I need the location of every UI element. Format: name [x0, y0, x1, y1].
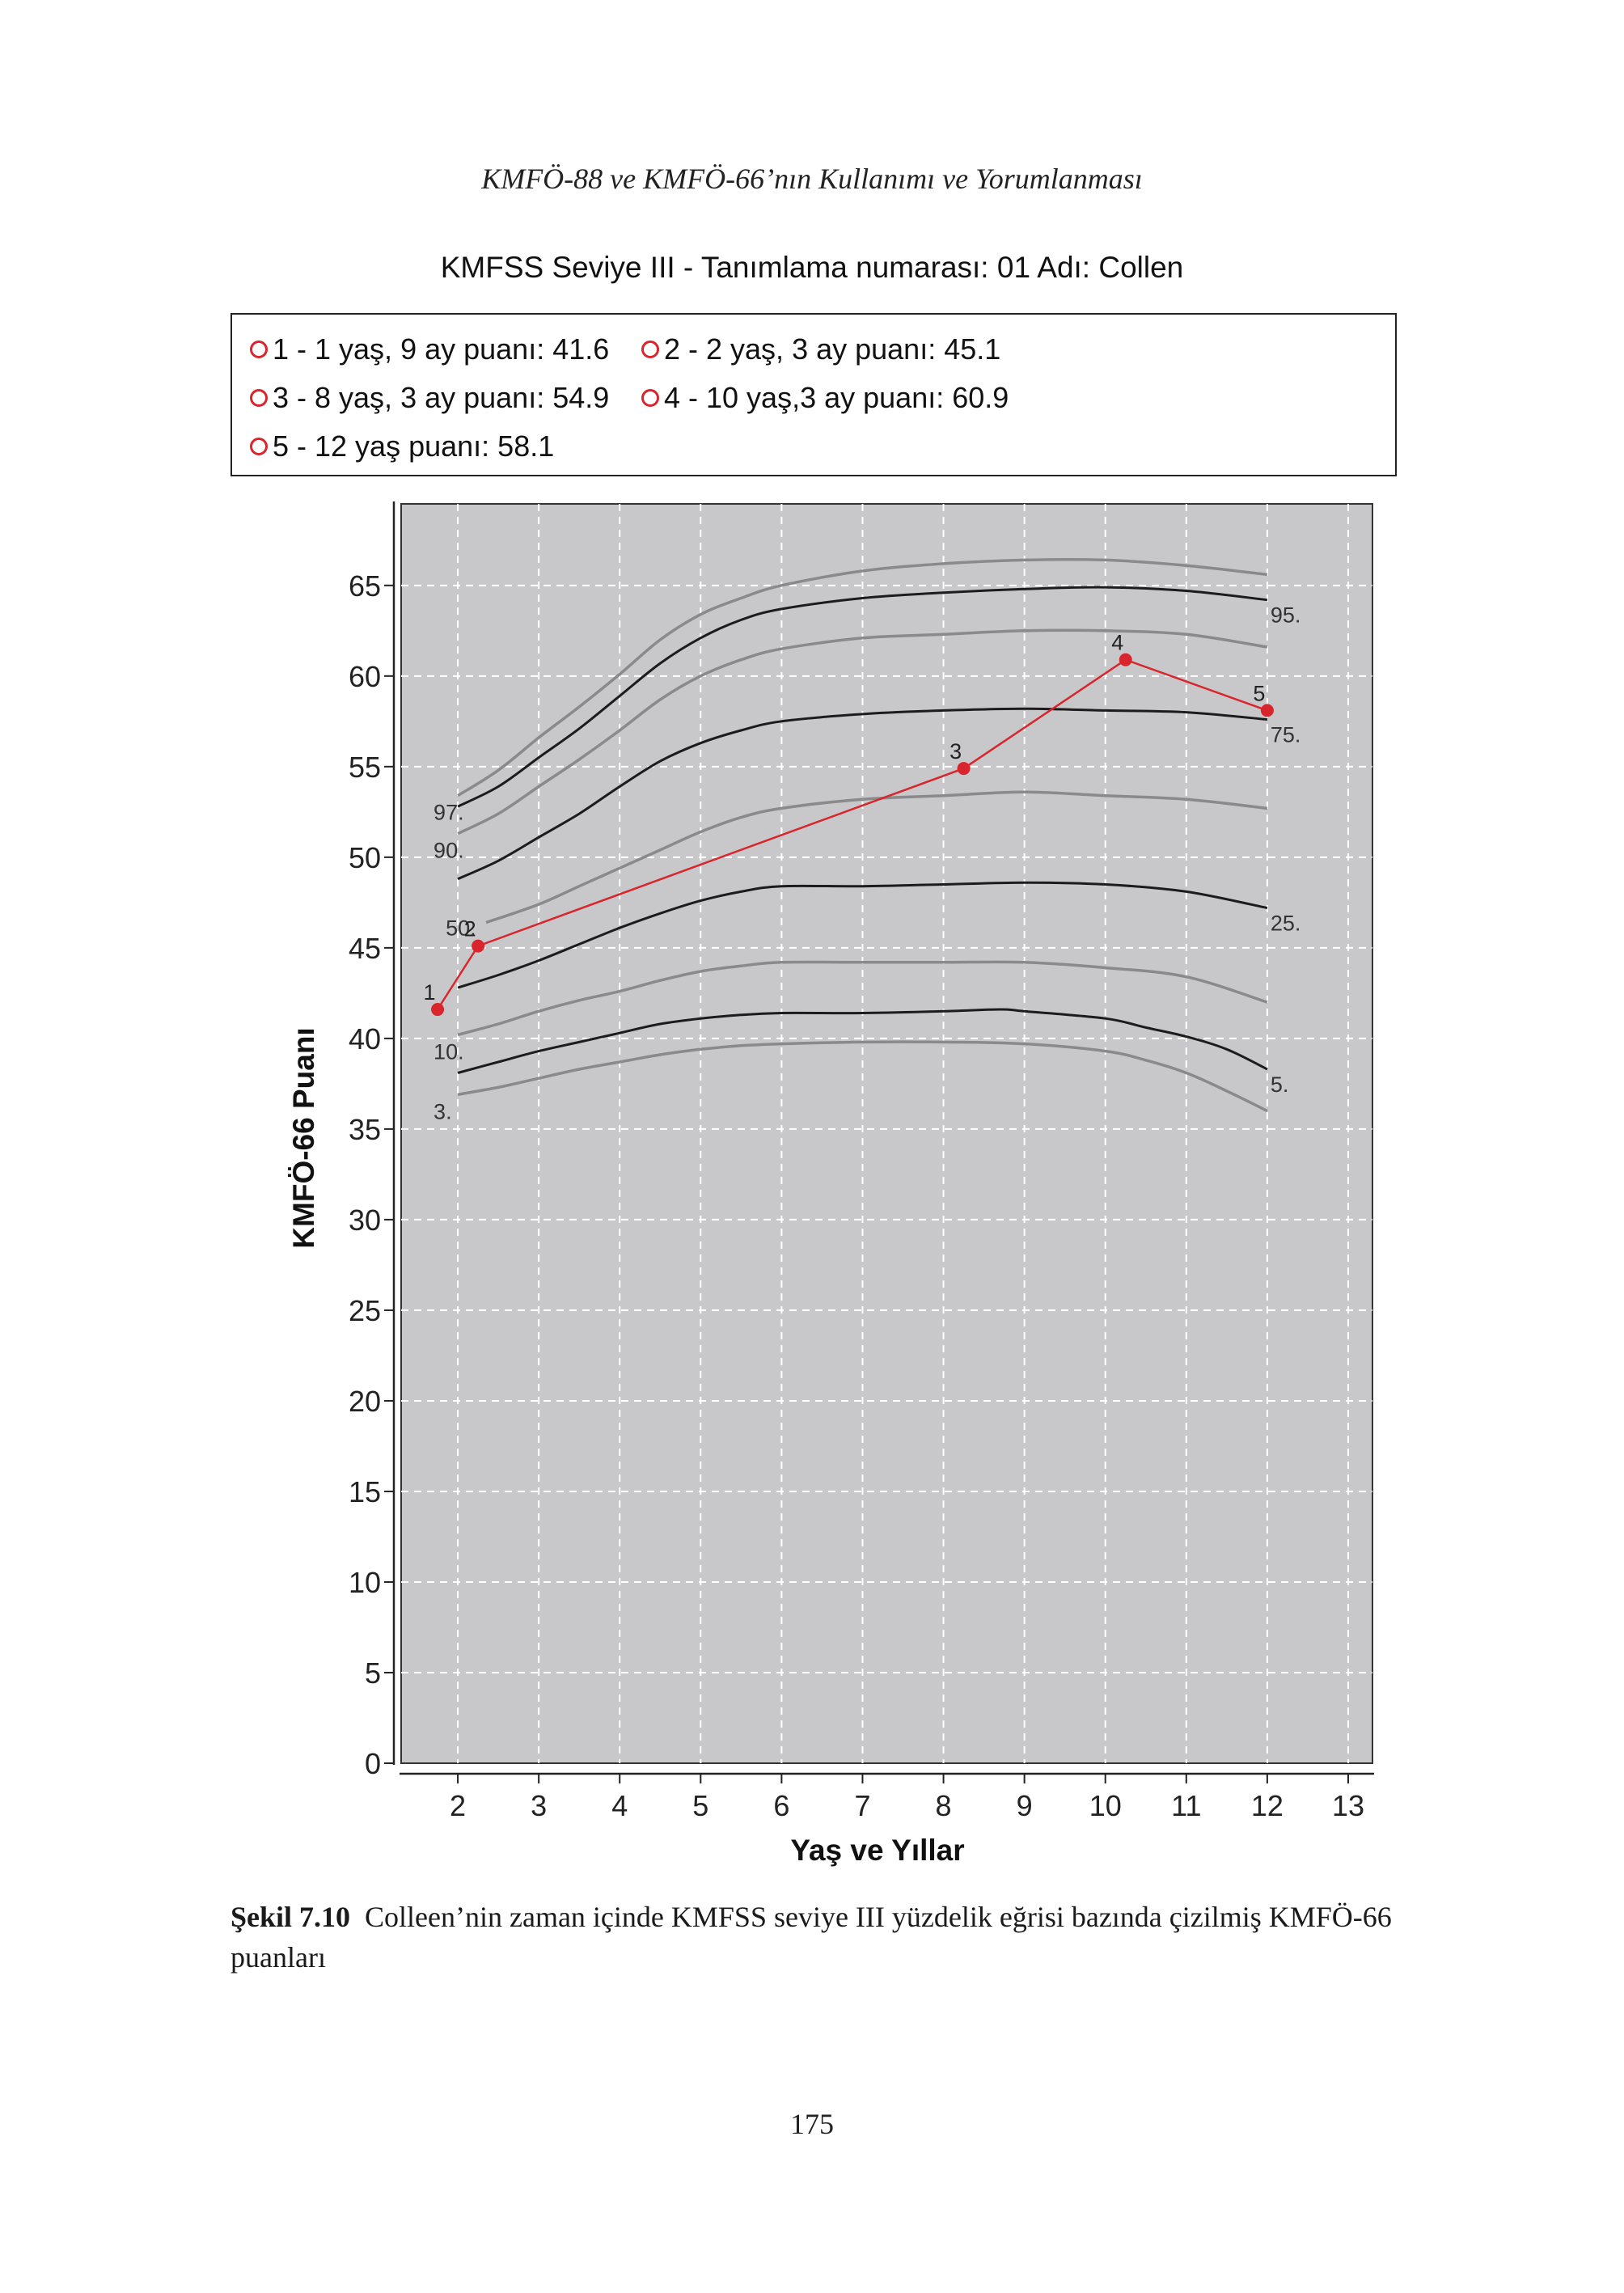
percentile-label: 25. [1271, 912, 1301, 936]
x-tick-label: 3 [531, 1789, 547, 1822]
x-tick-label: 10 [1089, 1789, 1122, 1822]
x-tick-label: 4 [611, 1789, 628, 1822]
legend: 1 - 1 yaş, 9 ay puanı: 41.6 2 - 2 yaş, 3… [230, 313, 1397, 476]
patient-point-label: 2 [464, 917, 476, 941]
legend-circle-icon [250, 341, 268, 358]
patient-point-label: 3 [949, 739, 962, 764]
x-tick-label: 6 [773, 1789, 789, 1822]
percentile-curve [457, 1040, 1268, 1113]
percentile-label: 95. [1271, 603, 1301, 628]
y-tick-label: 25 [349, 1294, 381, 1327]
x-tick-label: 9 [1017, 1789, 1033, 1822]
percentile-curve [457, 707, 1268, 881]
patient-point [1260, 704, 1274, 717]
y-tick-label: 10 [349, 1566, 381, 1599]
percentile-label: 5. [1271, 1072, 1289, 1097]
percentile-label: 90. [433, 839, 464, 863]
patient-point [472, 939, 485, 953]
patient-series: 1 2 3 4 5 [424, 631, 1274, 1017]
percentile-curve [457, 960, 1268, 1037]
y-tick-label: 15 [349, 1475, 381, 1508]
percentile-curve [457, 586, 1268, 808]
chart-title: KMFSS Seviye III - Tanımlama numarası: 0… [440, 251, 1184, 284]
percentile-curve [457, 1008, 1268, 1074]
patient-point-label: 5 [1253, 681, 1265, 705]
percentile-label: 10. [433, 1039, 464, 1064]
y-tick-label: 5 [365, 1656, 381, 1690]
percentile-curve [457, 557, 1268, 797]
y-tick-label: 60 [349, 660, 381, 693]
legend-item-label: 2 - 2 yaş, 3 ay puanı: 45.1 [664, 332, 1001, 366]
caption-label: Şekil 7.10 [230, 1901, 351, 1933]
legend-item-label: 5 - 12 yaş puanı: 58.1 [273, 429, 555, 463]
legend-circle-icon [641, 389, 659, 407]
caption-text: Colleen’nin zaman içinde KMFSS seviye II… [230, 1901, 1392, 1974]
y-axis-title: KMFÖ-66 Puanı [287, 1027, 320, 1248]
x-tick-label: 5 [692, 1789, 708, 1822]
x-tick-label: 2 [450, 1789, 466, 1822]
percentile-label: 50. [446, 916, 476, 941]
y-tick-label: 40 [349, 1022, 381, 1056]
running-head: KMFÖ-88 ve KMFÖ-66’nın Kullanımı ve Yoru… [481, 163, 1143, 195]
legend-circle-icon [641, 341, 659, 358]
y-tick-label: 45 [349, 932, 381, 965]
percentile-curve [457, 881, 1268, 989]
x-tick-label: 11 [1171, 1789, 1201, 1822]
legend-circle-icon [250, 389, 268, 407]
legend-item-5: 5 - 12 yaş puanı: 58.1 [250, 429, 554, 463]
y-tick-label: 20 [349, 1385, 381, 1418]
x-tick-label: 13 [1332, 1789, 1364, 1822]
y-tick-label: 30 [349, 1204, 381, 1237]
y-tick-label: 35 [349, 1113, 381, 1146]
percentile-label: 97. [433, 801, 464, 825]
y-tick-label: 55 [349, 751, 381, 784]
legend-item-2: 2 - 2 yaş, 3 ay puanı: 45.1 [641, 332, 1000, 366]
x-tick-label: 8 [936, 1789, 952, 1822]
percentile-curves [457, 557, 1268, 1113]
patient-point [1119, 653, 1132, 666]
legend-item-label: 1 - 1 yaş, 9 ay puanı: 41.6 [273, 332, 610, 366]
percentile-label: 3. [433, 1099, 452, 1123]
grid [401, 504, 1372, 1763]
figure-caption: Şekil 7.10 Colleen’nin zaman içinde KMFS… [230, 1897, 1403, 1978]
percentile-curve [485, 790, 1268, 924]
percentile-curve [457, 628, 1268, 836]
x-tick-label: 7 [854, 1789, 870, 1822]
plot-area [400, 503, 1373, 1764]
legend-item-3: 3 - 8 yaş, 3 ay puanı: 54.9 [250, 381, 609, 415]
patient-point-label: 1 [424, 980, 436, 1005]
patient-point [431, 1003, 445, 1017]
patient-point [957, 762, 971, 776]
percentile-labels: 97. 95. 90. 75. 50. 25. 10. 5. 3. [433, 603, 1300, 1124]
legend-item-4: 4 - 10 yaş,3 ay puanı: 60.9 [641, 381, 1009, 415]
x-tick-label: 12 [1251, 1789, 1284, 1822]
x-axis-title: Yaş ve Yıllar [790, 1834, 964, 1867]
legend-item-1: 1 - 1 yaş, 9 ay puanı: 41.6 [250, 332, 609, 366]
patient-point-label: 4 [1111, 631, 1123, 655]
y-tick-label: 50 [349, 841, 381, 874]
y-tick-label: 65 [349, 569, 381, 603]
page-number: 175 [790, 2108, 834, 2140]
legend-item-label: 4 - 10 yaş,3 ay puanı: 60.9 [664, 381, 1009, 414]
percentile-label: 75. [1271, 723, 1301, 747]
y-tick-label: 0 [365, 1747, 381, 1780]
legend-item-label: 3 - 8 yaş, 3 ay puanı: 54.9 [273, 381, 610, 414]
legend-circle-icon [250, 438, 268, 455]
